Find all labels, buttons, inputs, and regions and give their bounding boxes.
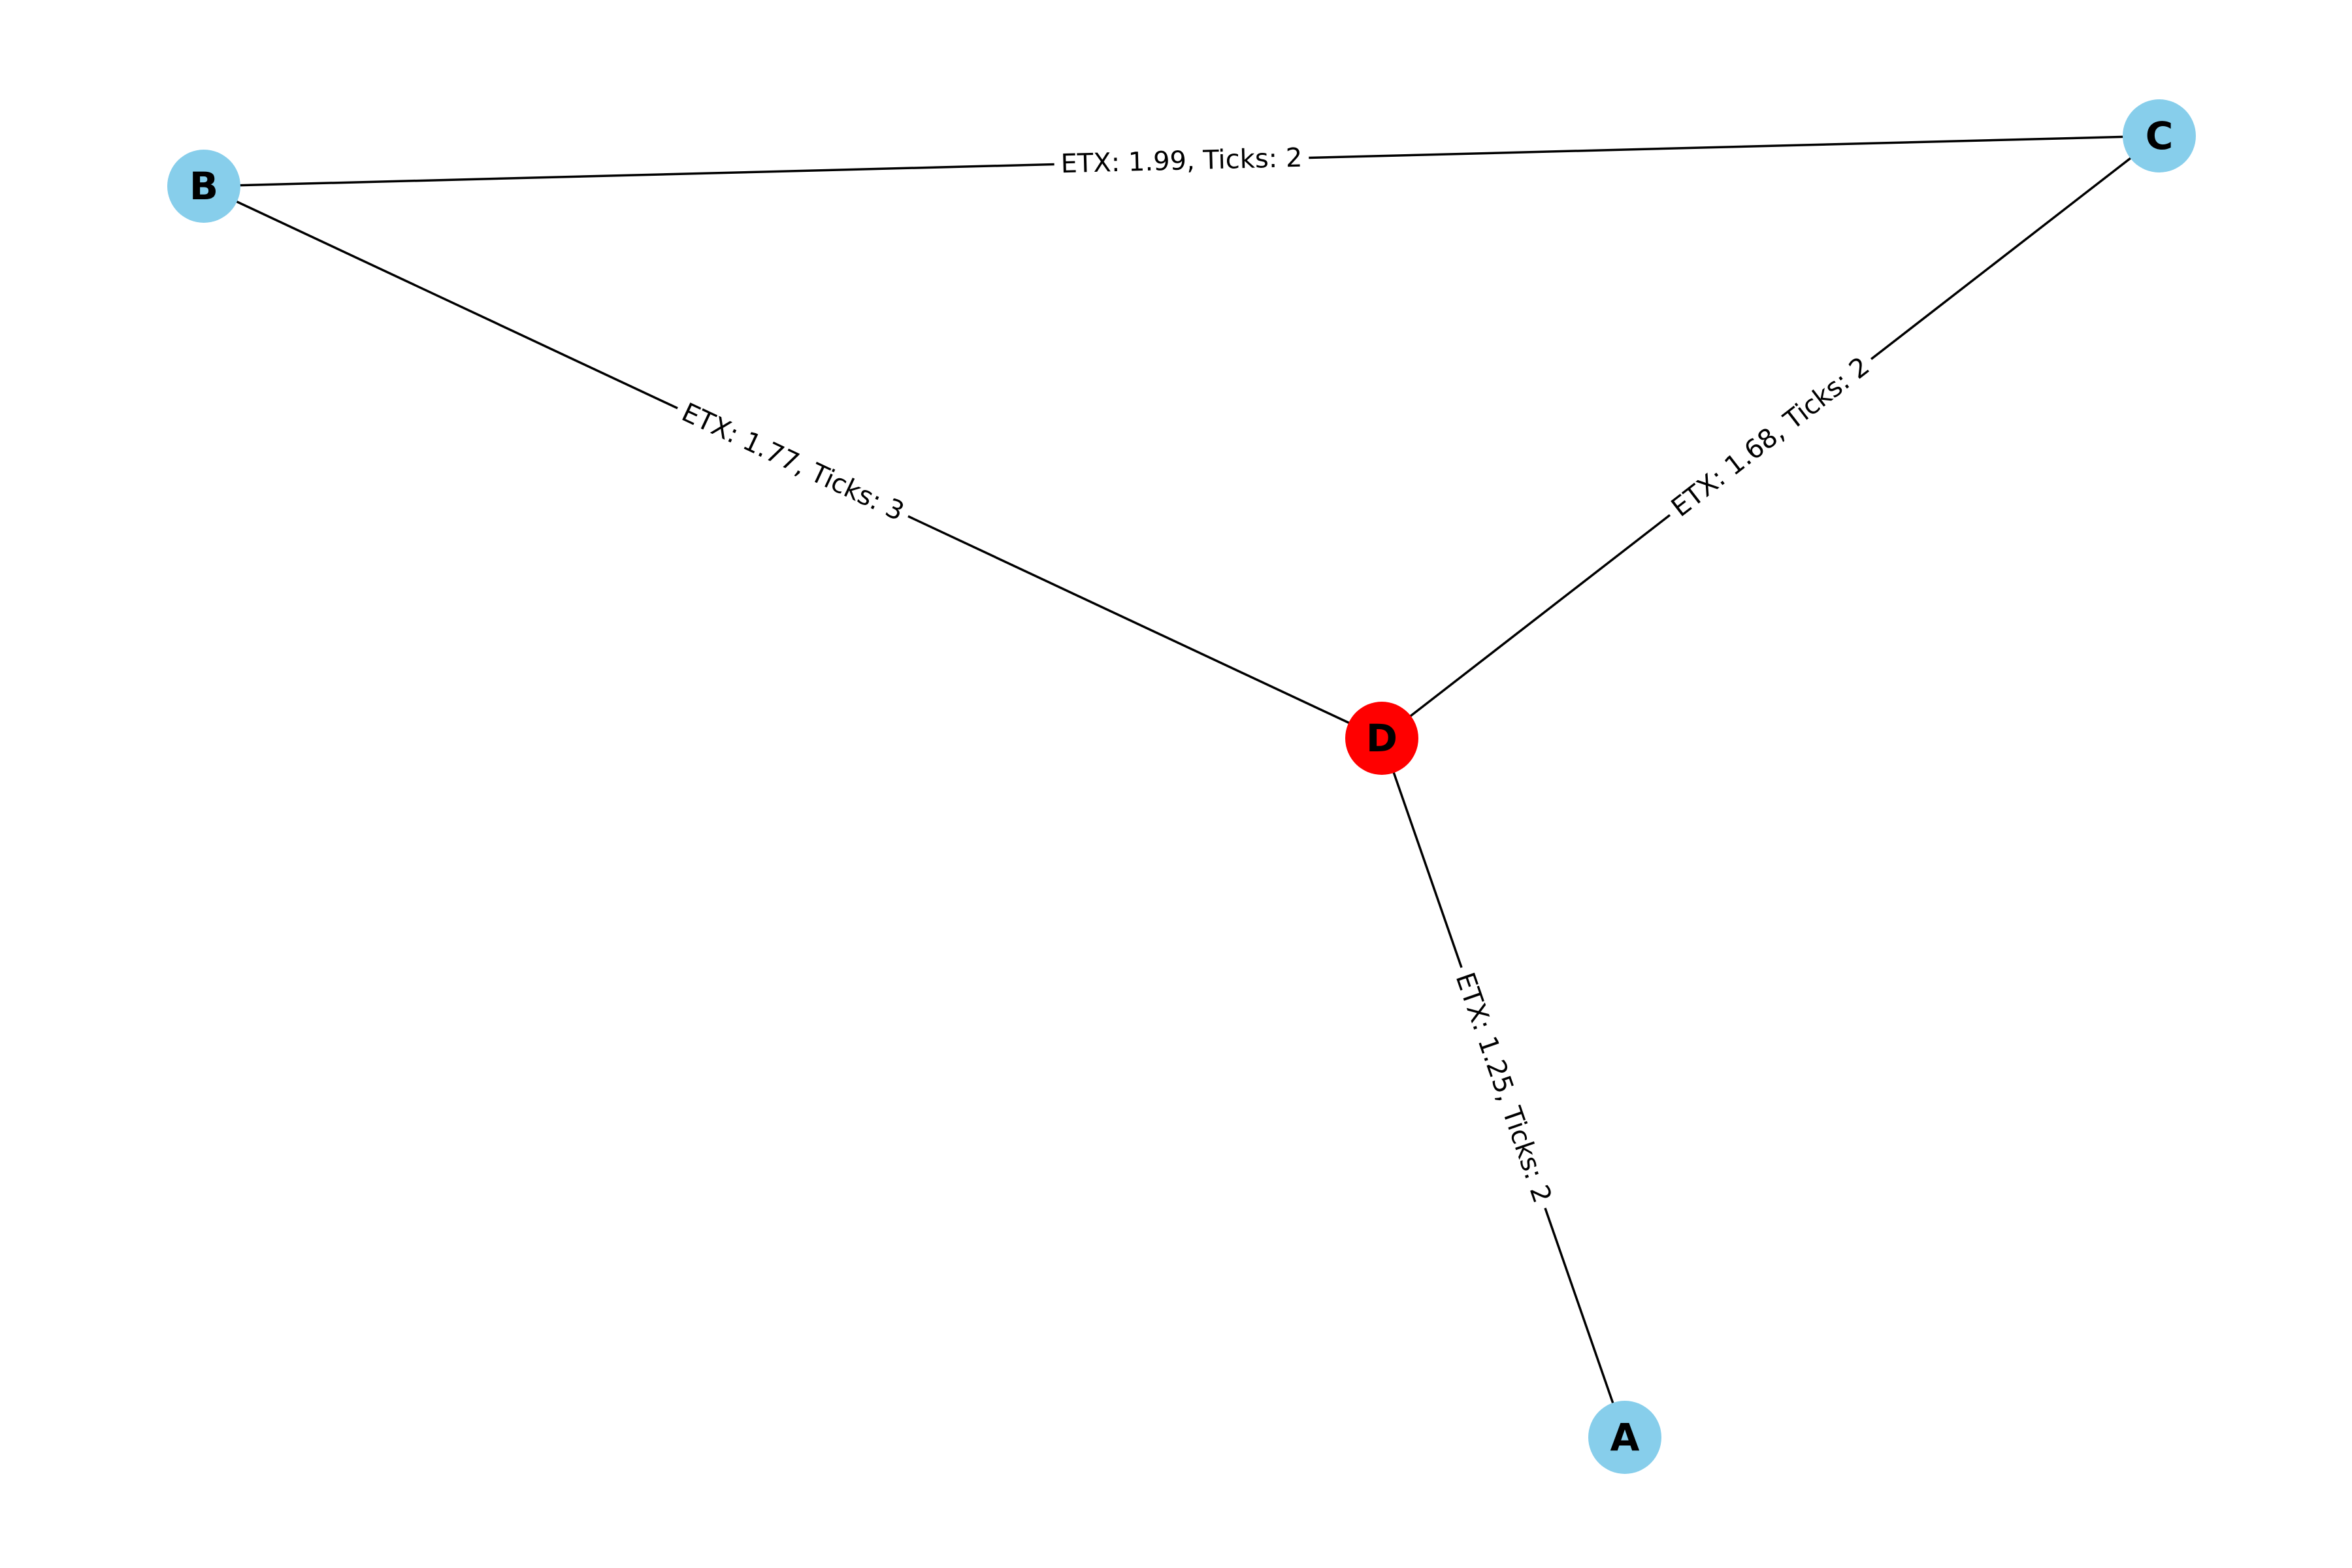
nodes-layer: B C D A bbox=[167, 99, 2196, 1474]
node-a: A bbox=[1588, 1401, 1661, 1474]
node-circle bbox=[1588, 1401, 1661, 1474]
node-label: A bbox=[1610, 1415, 1640, 1460]
node-label: D bbox=[1366, 716, 1397, 760]
edge-label-background bbox=[1054, 142, 1309, 180]
node-circle bbox=[167, 150, 240, 223]
edge-label-background bbox=[670, 394, 915, 531]
edge-label: ETX: 1.99, Ticks: 2 bbox=[1060, 143, 1303, 179]
node-circle bbox=[2123, 99, 2196, 172]
edge-label-background bbox=[1446, 962, 1560, 1213]
node-label: B bbox=[189, 164, 218, 208]
node-circle bbox=[1345, 702, 1418, 775]
edge-label-background bbox=[1660, 346, 1881, 528]
node-c: C bbox=[2123, 99, 2196, 172]
node-d: D bbox=[1345, 702, 1418, 775]
node-b: B bbox=[167, 150, 240, 223]
node-label: C bbox=[2146, 114, 2174, 158]
edge-label-group: ETX: 1.99, Ticks: 2 bbox=[1054, 142, 1309, 180]
